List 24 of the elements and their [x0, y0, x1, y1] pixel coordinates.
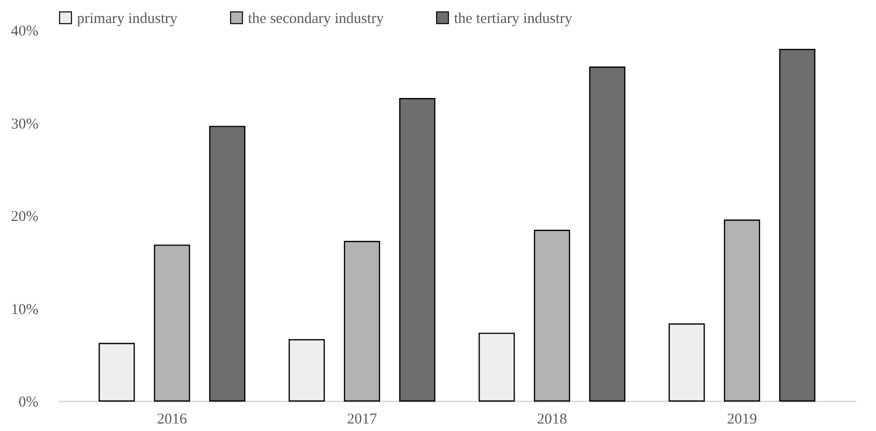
legend-label: primary industry [77, 10, 178, 27]
x-tick-label: 2017 [347, 412, 378, 428]
bar [724, 220, 760, 402]
y-tick-label: 30% [11, 116, 38, 132]
bar [154, 244, 190, 402]
bar [478, 332, 515, 402]
y-tick-label: 40% [11, 24, 38, 40]
bar [589, 66, 626, 402]
y-tick-label: 10% [11, 302, 38, 318]
bar [209, 126, 246, 402]
x-tick-label: 2018 [537, 412, 567, 428]
y-tick-label: 20% [11, 209, 38, 225]
bar [344, 240, 380, 402]
bar [399, 98, 436, 402]
bar [288, 339, 325, 402]
x-tick-label: 2016 [157, 412, 188, 428]
legend-label: the tertiary industry [454, 10, 573, 27]
bar [534, 230, 570, 402]
bar [98, 342, 135, 402]
bar [779, 48, 816, 402]
legend-label: the secondary industry [248, 10, 384, 27]
x-tick-label: 2019 [727, 412, 757, 428]
bar [668, 323, 705, 402]
y-tick-label: 0% [18, 394, 38, 410]
